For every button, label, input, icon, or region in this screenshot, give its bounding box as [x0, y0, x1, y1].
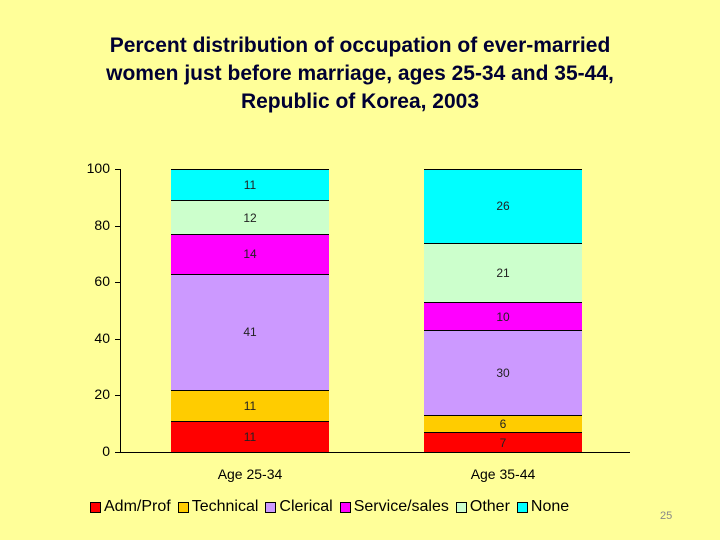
- legend-item: Clerical: [265, 498, 333, 516]
- legend-label: None: [530, 498, 570, 515]
- bar-segment-service-sales: 10: [424, 302, 582, 331]
- x-axis: [115, 452, 630, 453]
- legend-swatch-icon: [516, 501, 528, 513]
- legend-label: Technical: [191, 498, 259, 515]
- bar-segment-clerical: 41: [171, 273, 329, 390]
- segment-value-label: 11: [243, 398, 257, 413]
- y-tick: [115, 338, 120, 340]
- legend-label: Service/sales: [353, 498, 449, 515]
- segment-value-label: 12: [243, 210, 257, 225]
- title-line-2: women just before marriage, ages 25-34 a…: [106, 62, 614, 85]
- y-tick-label: 60: [94, 273, 110, 290]
- stacked-bar: 7 6 30 10 21 26: [424, 169, 582, 452]
- bar-segment-adm-prof: 7: [424, 432, 582, 452]
- bar-segment-technical: 6: [424, 415, 582, 433]
- segment-value-label: 10: [496, 309, 510, 324]
- y-tick-label: 40: [94, 329, 110, 346]
- y-tick-label: 0: [102, 443, 110, 459]
- bar-segment-none: 26: [424, 169, 582, 243]
- y-tick: [115, 225, 120, 227]
- legend-item: None: [516, 498, 570, 516]
- segment-value-label: 11: [243, 429, 257, 444]
- y-tick: [115, 452, 120, 453]
- segment-value-label: 6: [499, 417, 507, 432]
- bar-segment-service-sales: 14: [171, 234, 329, 274]
- bar-segment-clerical: 30: [424, 330, 582, 416]
- segment-value-label: 21: [496, 265, 510, 280]
- title-line-1: Percent distribution of occupation of ev…: [109, 34, 611, 57]
- segment-value-label: 30: [496, 366, 510, 381]
- legend-label: Other: [469, 498, 510, 515]
- bar-segment-technical: 11: [171, 389, 329, 421]
- legend-item: Service/sales: [339, 498, 449, 516]
- stacked-bar: 11 11 41 14 12 11: [171, 169, 329, 452]
- segment-value-label: 7: [499, 435, 507, 450]
- title-line-3: Republic of Korea, 2003: [240, 90, 480, 113]
- x-category-label: Age 35-44: [470, 466, 536, 482]
- y-axis: [120, 169, 121, 452]
- legend-label: Clerical: [279, 498, 333, 515]
- legend-swatch-icon: [177, 501, 189, 513]
- bar-segment-other: 21: [424, 242, 582, 303]
- legend-swatch-icon: [455, 501, 467, 513]
- segment-value-label: 11: [243, 178, 257, 193]
- y-tick: [115, 395, 120, 397]
- bar-segment-none: 11: [171, 169, 329, 201]
- chart-title: Percent distribution of occupation of ev…: [0, 32, 720, 116]
- y-tick-label: 20: [94, 386, 110, 403]
- segment-value-label: 14: [243, 247, 257, 262]
- legend-swatch-icon: [339, 501, 351, 513]
- bar-segment-adm-prof: 11: [171, 420, 329, 452]
- segment-value-label: 26: [496, 199, 510, 214]
- bar-segment-other: 12: [171, 200, 329, 235]
- y-tick-label: 80: [94, 216, 110, 233]
- legend-item: Technical: [177, 498, 259, 516]
- x-category-label: Age 25-34: [217, 466, 283, 482]
- page-number: 25: [660, 510, 673, 522]
- legend-label: Adm/Prof: [104, 498, 171, 515]
- legend-item: Adm/Prof: [90, 498, 171, 516]
- legend-item: Other: [455, 498, 510, 516]
- y-tick: [115, 169, 120, 170]
- y-tick: [115, 282, 120, 284]
- y-tick-label: 100: [86, 160, 110, 176]
- segment-value-label: 41: [243, 325, 257, 340]
- legend-swatch-icon: [90, 501, 101, 513]
- legend-swatch-icon: [265, 501, 277, 513]
- legend: Adm/Prof Technical Clerical Service/sales Ot…: [90, 498, 576, 516]
